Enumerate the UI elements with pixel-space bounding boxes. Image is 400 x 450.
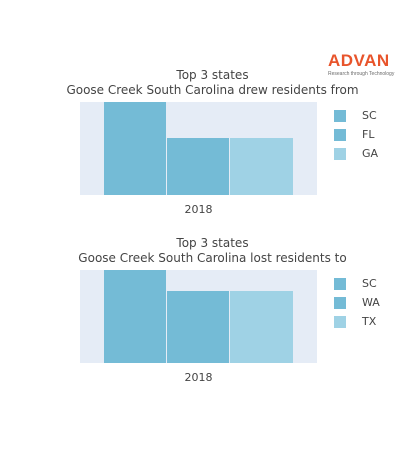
plot-area — [80, 102, 317, 195]
bar-sc — [104, 102, 166, 195]
legend-swatch — [334, 316, 346, 328]
logo-wordmark: ADVAN — [328, 51, 390, 70]
chart-title: Top 3 states — [176, 68, 249, 82]
chart-subtitle: Goose Creek South Carolina lost resident… — [78, 251, 347, 265]
bar-wa — [167, 291, 229, 363]
legend-swatch — [334, 297, 346, 309]
chart-panel-lost: Top 3 states Goose Creek South Carolina … — [0, 234, 400, 394]
legend-swatch — [334, 129, 346, 141]
legend-label: SC — [362, 277, 377, 290]
legend-label: WA — [362, 296, 380, 309]
bar-tx — [230, 291, 293, 363]
legend-swatch — [334, 148, 346, 160]
legend-label: TX — [362, 315, 377, 328]
bar-fl — [167, 138, 229, 195]
bar-sc — [104, 270, 166, 363]
advan-logo: ADVAN Research through Technology — [328, 51, 395, 78]
legend-label: GA — [362, 147, 379, 160]
bar-ga — [230, 138, 293, 195]
chart-title: Top 3 states — [176, 236, 249, 250]
legend-swatch — [334, 110, 346, 122]
logo-tagline: Research through Technology — [328, 71, 395, 77]
chart-panel-drew: Top 3 states Goose Creek South Carolina … — [0, 66, 400, 226]
legend-label: FL — [362, 128, 375, 141]
x-tick-label: 2018 — [184, 203, 213, 216]
x-tick-label: 2018 — [184, 371, 213, 384]
legend-swatch — [334, 278, 346, 290]
legend-label: SC — [362, 109, 377, 122]
plot-area — [80, 270, 317, 363]
chart-subtitle: Goose Creek South Carolina drew resident… — [66, 83, 359, 97]
